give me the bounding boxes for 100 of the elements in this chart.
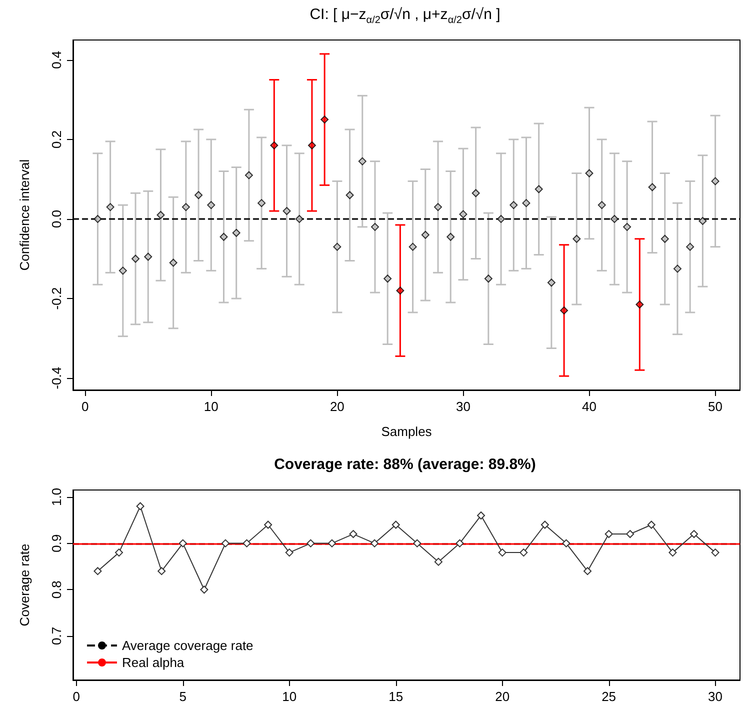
x-tick-label: 0 [72, 689, 80, 704]
x-tick-label: 30 [456, 399, 470, 414]
y-tick-label: 0.8 [49, 580, 64, 599]
point [711, 177, 720, 186]
point [346, 191, 354, 200]
point [282, 207, 291, 216]
x-tick-label: 50 [708, 399, 723, 414]
point [604, 530, 613, 538]
point [660, 234, 669, 243]
point [136, 502, 144, 510]
point [396, 286, 404, 295]
point [510, 201, 518, 210]
point [560, 306, 568, 314]
point [392, 520, 400, 529]
x-tick-label: 15 [388, 689, 404, 704]
point [132, 254, 140, 263]
point [118, 266, 127, 275]
point [572, 234, 581, 243]
point [200, 586, 208, 594]
point [484, 274, 492, 283]
point [585, 169, 594, 178]
point [94, 567, 102, 576]
point [156, 211, 165, 219]
point [456, 539, 464, 548]
y-axis-title: Confidence interval [17, 159, 32, 271]
point [522, 199, 530, 208]
legend-label: Real alpha [122, 655, 185, 670]
point [384, 274, 392, 283]
y-tick-label: 0.0 [49, 210, 64, 228]
point [520, 548, 528, 557]
point [308, 141, 316, 150]
y-tick-label: 1.0 [49, 488, 64, 506]
point [562, 539, 570, 548]
point [698, 216, 707, 225]
x-tick-label: 10 [282, 689, 297, 704]
point [421, 230, 430, 239]
point [711, 548, 720, 557]
point [106, 203, 114, 212]
point [285, 548, 294, 557]
point [610, 214, 618, 223]
point [690, 530, 698, 538]
point [648, 183, 656, 192]
point [306, 539, 315, 548]
point [623, 222, 632, 231]
x-tick-label: 20 [495, 689, 510, 704]
point [413, 539, 422, 548]
y-tick-label: -0.2 [49, 287, 64, 310]
point [270, 141, 278, 150]
x-tick-label: 10 [204, 399, 218, 414]
x-tick-label: 25 [602, 689, 616, 704]
y-tick-label: 0.9 [49, 534, 64, 552]
point [434, 203, 442, 212]
point [295, 214, 304, 223]
point [358, 157, 366, 166]
y-tick-label: 0.2 [49, 130, 64, 148]
x-axis-title: Samples [381, 424, 432, 439]
x-tick-label: 30 [708, 689, 723, 704]
point [182, 203, 190, 212]
point [434, 558, 442, 566]
point [258, 199, 266, 208]
x-tick-label: 20 [330, 399, 344, 414]
point [207, 201, 216, 210]
point [534, 185, 543, 194]
point [370, 222, 379, 231]
point [370, 539, 379, 548]
point [547, 278, 556, 287]
point [408, 242, 417, 251]
point [244, 171, 253, 180]
point [446, 232, 455, 241]
point [636, 300, 644, 308]
point [264, 520, 272, 529]
point [94, 214, 102, 223]
y-axis-title: Coverage rate [17, 544, 32, 626]
point [540, 520, 549, 529]
point [144, 252, 152, 261]
point [598, 201, 606, 210]
point [686, 242, 694, 251]
legend-label: Average coverage rate [122, 638, 254, 653]
point [242, 539, 251, 548]
y-tick-label: 0.4 [49, 50, 64, 69]
point [668, 548, 677, 557]
chart-title: CI: [ μ−z$_{α/2}$σ/√n , μ+z$_{α/2}$σ/√n ] [308, 5, 502, 28]
point [647, 520, 656, 529]
point [178, 539, 187, 548]
x-tick-label: 40 [582, 399, 596, 414]
y-tick-label: -0.4 [49, 366, 64, 390]
point [459, 210, 468, 218]
point [232, 228, 240, 237]
point [115, 548, 123, 557]
point [221, 539, 230, 548]
point [472, 189, 480, 198]
point [169, 258, 178, 267]
point [498, 548, 506, 557]
point [673, 264, 682, 273]
x-tick-label: 5 [179, 689, 187, 704]
x-tick-label: 0 [81, 399, 89, 414]
y-tick-label: 0.7 [49, 626, 64, 646]
point [328, 539, 336, 548]
point [584, 567, 592, 576]
point [626, 530, 634, 538]
